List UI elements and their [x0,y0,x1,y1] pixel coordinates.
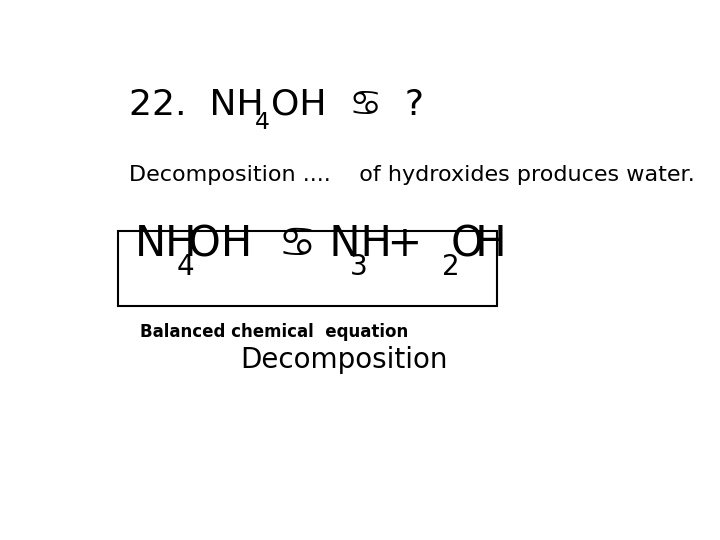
Text: Decomposition ....    of hydroxides produces water.: Decomposition .... of hydroxides produce… [129,165,695,185]
FancyBboxPatch shape [118,231,498,306]
Text: 22.  NH: 22. NH [129,87,264,122]
Text: Balanced chemical  equation: Balanced chemical equation [140,322,408,341]
Text: OH  ♋  ?: OH ♋ ? [271,87,424,122]
Text: Decomposition: Decomposition [240,346,448,374]
Text: O: O [451,223,484,265]
Text: OH  ♋ NH: OH ♋ NH [188,223,392,265]
Text: 3: 3 [349,253,367,281]
Text: +    H: + H [361,223,506,265]
Text: 4: 4 [255,111,269,134]
Text: NH: NH [135,223,197,265]
Text: 4: 4 [176,253,194,281]
Text: 2: 2 [441,253,459,281]
